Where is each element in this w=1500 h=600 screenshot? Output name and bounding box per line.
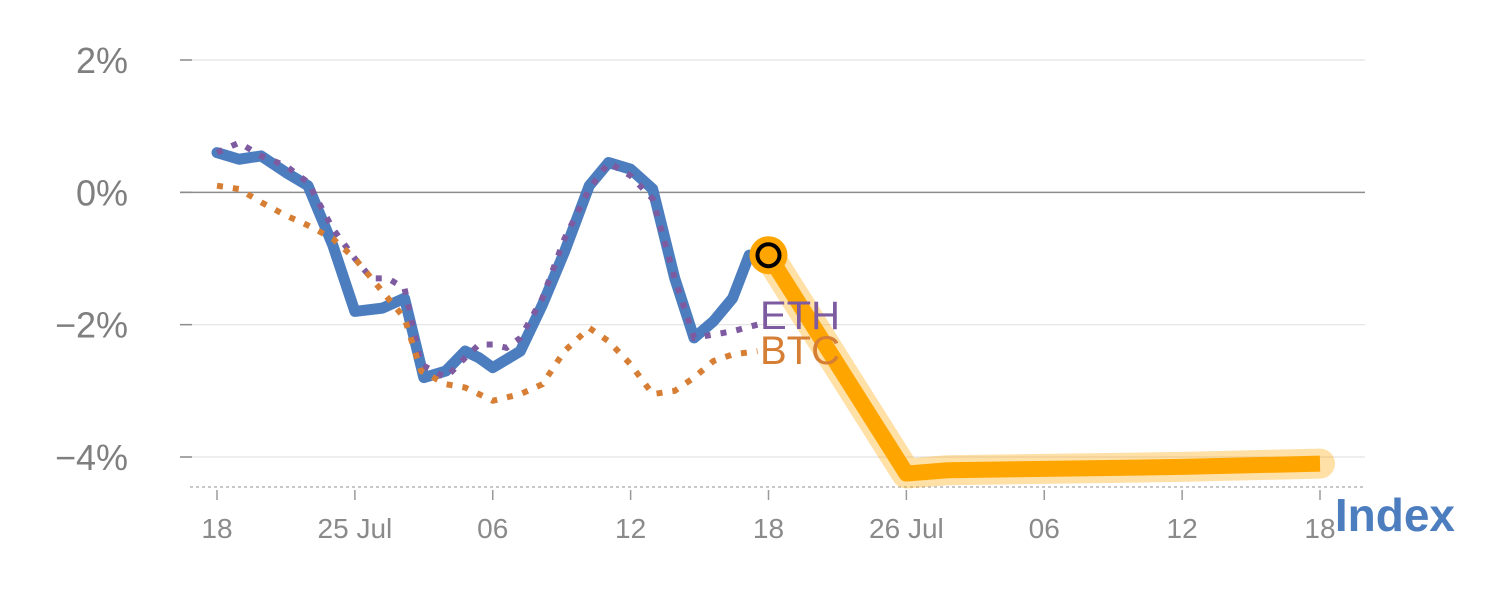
- x-tick-label: 18: [753, 513, 784, 544]
- highlight-point: [755, 242, 782, 269]
- x-tick-label: 25 Jul: [318, 513, 393, 544]
- projection-line-glow: [753, 240, 1335, 489]
- y-tick-label: −4%: [55, 437, 128, 478]
- x-tick-label: 12: [615, 513, 646, 544]
- projection-line: [761, 250, 1321, 482]
- series-label-eth: ETH: [760, 294, 840, 338]
- eth-line: [215, 139, 759, 382]
- y-axis: 2% 0% −2% −4%: [55, 40, 192, 478]
- x-axis: 18 25 Jul 06 12 18 26 Jul 06 12 18: [190, 486, 1365, 544]
- x-tick-label: 06: [477, 513, 508, 544]
- y-tick-label: −2%: [55, 305, 128, 346]
- x-tick-label: 26 Jul: [869, 513, 944, 544]
- highlight-point-ring: [749, 236, 788, 275]
- x-tick-label: 12: [1167, 513, 1198, 544]
- btc-line: [216, 182, 758, 404]
- series-layer: [211, 139, 1335, 489]
- grid-layer: [180, 59, 1365, 458]
- x-tick-label: 18: [1304, 513, 1335, 544]
- y-tick-label: 0%: [76, 172, 128, 213]
- x-tick-label: 18: [201, 513, 232, 544]
- index-line: [211, 147, 755, 384]
- series-label-index: Index: [1335, 489, 1456, 541]
- series-label-btc: BTC: [760, 329, 840, 373]
- x-tick-label: 06: [1029, 513, 1060, 544]
- y-tick-label: 2%: [76, 40, 128, 81]
